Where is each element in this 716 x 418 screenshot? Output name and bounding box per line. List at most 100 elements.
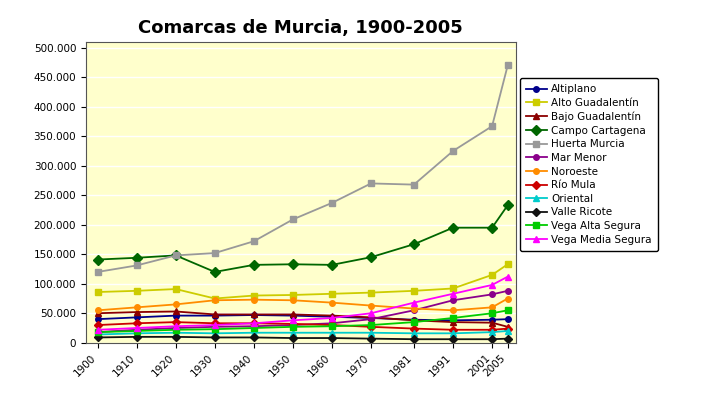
Line: Noroeste: Noroeste bbox=[95, 296, 511, 313]
Oriental bbox=[488, 330, 496, 335]
Bajo Guadalentín bbox=[93, 311, 102, 316]
Noroeste bbox=[410, 306, 418, 311]
Altiplano bbox=[488, 317, 496, 322]
Alto Guadalentín bbox=[488, 273, 496, 278]
Alto Guadalentín bbox=[289, 293, 297, 298]
Oriental bbox=[289, 330, 297, 335]
Huerta Murcia bbox=[289, 217, 297, 222]
Bajo Guadalentín bbox=[367, 315, 375, 320]
Alto Guadalentín bbox=[132, 288, 141, 293]
Mar Menor bbox=[410, 308, 418, 313]
Oriental bbox=[211, 331, 219, 336]
Huerta Murcia bbox=[250, 239, 258, 244]
Vega Alta Segura bbox=[328, 324, 337, 329]
Altiplano bbox=[132, 315, 141, 320]
Campo Cartagena bbox=[171, 253, 180, 258]
Vega Media Segura bbox=[449, 291, 458, 296]
Vega Alta Segura bbox=[211, 327, 219, 332]
Noroeste bbox=[503, 296, 512, 301]
Río Mula bbox=[449, 327, 458, 332]
Vega Alta Segura bbox=[410, 320, 418, 325]
Bajo Guadalentín bbox=[328, 313, 337, 318]
Valle Ricote bbox=[211, 335, 219, 340]
Campo Cartagena bbox=[93, 257, 102, 262]
Noroeste bbox=[132, 305, 141, 310]
Oriental bbox=[449, 331, 458, 336]
Noroeste bbox=[328, 300, 337, 305]
Altiplano bbox=[93, 317, 102, 322]
Campo Cartagena bbox=[367, 255, 375, 260]
Huerta Murcia bbox=[503, 63, 512, 68]
Vega Media Segura bbox=[328, 316, 337, 321]
Vega Media Segura bbox=[171, 324, 180, 329]
Vega Media Segura bbox=[93, 327, 102, 332]
Vega Alta Segura bbox=[289, 324, 297, 329]
Valle Ricote bbox=[250, 335, 258, 340]
Huerta Murcia bbox=[171, 253, 180, 258]
Alto Guadalentín bbox=[449, 286, 458, 291]
Campo Cartagena bbox=[488, 225, 496, 230]
Altiplano bbox=[250, 313, 258, 318]
Line: Huerta Murcia: Huerta Murcia bbox=[95, 62, 511, 275]
Bajo Guadalentín bbox=[488, 320, 496, 325]
Río Mula bbox=[171, 320, 180, 325]
Oriental bbox=[171, 330, 180, 335]
Río Mula bbox=[410, 326, 418, 331]
Vega Alta Segura bbox=[449, 316, 458, 321]
Line: Vega Alta Segura: Vega Alta Segura bbox=[95, 307, 511, 336]
Huerta Murcia bbox=[211, 250, 219, 255]
Vega Media Segura bbox=[289, 318, 297, 323]
Río Mula bbox=[132, 321, 141, 326]
Alto Guadalentín bbox=[211, 296, 219, 301]
Bajo Guadalentín bbox=[211, 312, 219, 317]
Mar Menor bbox=[211, 324, 219, 329]
Vega Media Segura bbox=[132, 326, 141, 331]
Altiplano bbox=[289, 313, 297, 318]
Oriental bbox=[503, 329, 512, 334]
Valle Ricote bbox=[289, 336, 297, 341]
Valle Ricote bbox=[449, 337, 458, 342]
Río Mula bbox=[367, 324, 375, 329]
Alto Guadalentín bbox=[250, 293, 258, 298]
Valle Ricote bbox=[488, 337, 496, 342]
Noroeste bbox=[93, 308, 102, 313]
Oriental bbox=[250, 330, 258, 335]
Río Mula bbox=[211, 321, 219, 326]
Vega Alta Segura bbox=[132, 329, 141, 334]
Campo Cartagena bbox=[250, 263, 258, 268]
Title: Comarcas de Murcia, 1900-2005: Comarcas de Murcia, 1900-2005 bbox=[138, 20, 463, 38]
Vega Alta Segura bbox=[503, 308, 512, 313]
Bajo Guadalentín bbox=[132, 310, 141, 315]
Line: Campo Cartagena: Campo Cartagena bbox=[95, 202, 511, 275]
Vega Media Segura bbox=[367, 311, 375, 316]
Huerta Murcia bbox=[132, 263, 141, 268]
Valle Ricote bbox=[171, 334, 180, 339]
Oriental bbox=[367, 330, 375, 335]
Río Mula bbox=[503, 326, 512, 331]
Bajo Guadalentín bbox=[410, 318, 418, 323]
Altiplano bbox=[328, 314, 337, 319]
Campo Cartagena bbox=[328, 263, 337, 268]
Valle Ricote bbox=[503, 336, 512, 341]
Campo Cartagena bbox=[132, 255, 141, 260]
Vega Alta Segura bbox=[93, 330, 102, 335]
Altiplano bbox=[503, 317, 512, 322]
Mar Menor bbox=[488, 292, 496, 297]
Vega Media Segura bbox=[250, 321, 258, 326]
Mar Menor bbox=[503, 288, 512, 293]
Río Mula bbox=[488, 327, 496, 332]
Huerta Murcia bbox=[488, 124, 496, 129]
Vega Media Segura bbox=[488, 283, 496, 288]
Valle Ricote bbox=[367, 336, 375, 341]
Río Mula bbox=[250, 321, 258, 326]
Altiplano bbox=[449, 318, 458, 323]
Oriental bbox=[410, 331, 418, 336]
Line: Vega Media Segura: Vega Media Segura bbox=[95, 273, 511, 333]
Bajo Guadalentín bbox=[449, 320, 458, 325]
Noroeste bbox=[488, 305, 496, 310]
Oriental bbox=[132, 331, 141, 336]
Line: Oriental: Oriental bbox=[95, 328, 511, 337]
Huerta Murcia bbox=[410, 182, 418, 187]
Campo Cartagena bbox=[449, 225, 458, 230]
Mar Menor bbox=[328, 321, 337, 326]
